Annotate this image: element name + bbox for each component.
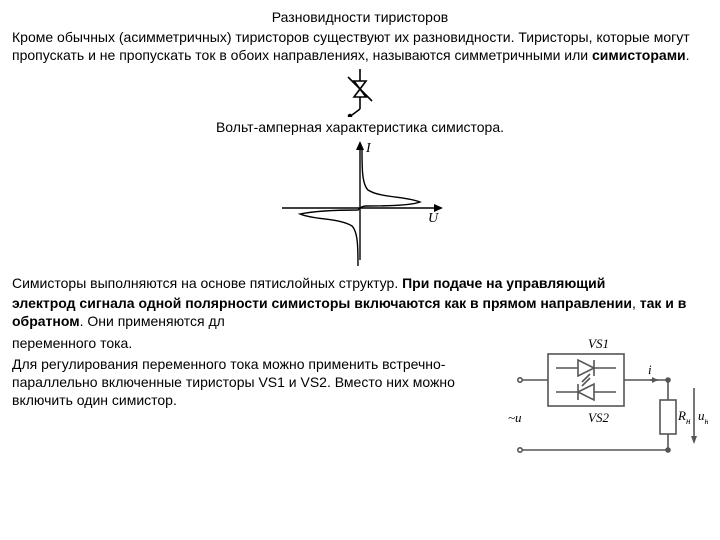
label-i: i [648,362,652,377]
label-tilde-u: ~u [508,410,522,425]
paragraph-3: Для регулирования переменного тока можно… [12,355,502,410]
circuit-svg: VS1 VS2 i Rн uн ~u [508,332,708,472]
p2-c: , [632,295,640,311]
p1-a: Кроме обычных (асимметричных) тиристоров… [12,29,514,45]
p2-line2-bold: электрод сигнала одной полярности симист… [12,295,632,311]
axis-label-I: I [365,141,372,156]
p1-end: . [686,47,690,63]
page-root: Разновидности тиристоров Кроме обычных (… [0,0,720,483]
p2-bold1: При подаче на управляющий [402,275,605,291]
iv-caption: Вольт-амперная характеристика симистора. [12,118,708,136]
circuit-figure: VS1 VS2 i Rн uн ~u [508,332,708,476]
page-title: Разновидности тиристоров [12,8,708,26]
intro-paragraph: Кроме обычных (асимметричных) тиристоров… [12,28,708,64]
label-rn: R [677,408,686,423]
label-un-sub: н [705,416,709,426]
axis-label-U: U [428,211,439,226]
p1-bold: симисторами [592,47,686,63]
p2-d: . Они применяются дл [80,313,225,329]
triac-symbol-svg [334,67,386,117]
label-vs2: VS2 [588,410,609,425]
label-rn-sub: н [686,416,691,426]
bottom-text-col: переменного тока. Для регулирования пере… [12,332,508,411]
p2-e: переменного тока. [12,334,502,352]
iv-curve-figure: I U [12,138,708,268]
svg-text:uн: uн [698,408,708,426]
bottom-row: переменного тока. Для регулирования пере… [12,332,708,476]
triac-symbol-figure [12,67,708,117]
label-vs1: VS1 [588,336,609,351]
p2-a: Симисторы выполняются на основе пятислой… [12,275,402,291]
paragraph-2: Симисторы выполняются на основе пятислой… [12,274,708,292]
svg-text:Rн: Rн [677,408,691,426]
paragraph-2b: электрод сигнала одной полярности симист… [12,294,708,330]
iv-curve-svg: I U [270,138,450,268]
